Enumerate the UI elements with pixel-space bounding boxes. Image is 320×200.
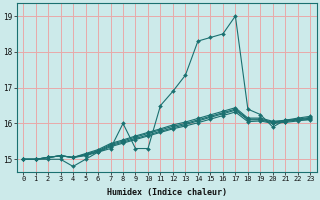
X-axis label: Humidex (Indice chaleur): Humidex (Indice chaleur) <box>107 188 227 197</box>
